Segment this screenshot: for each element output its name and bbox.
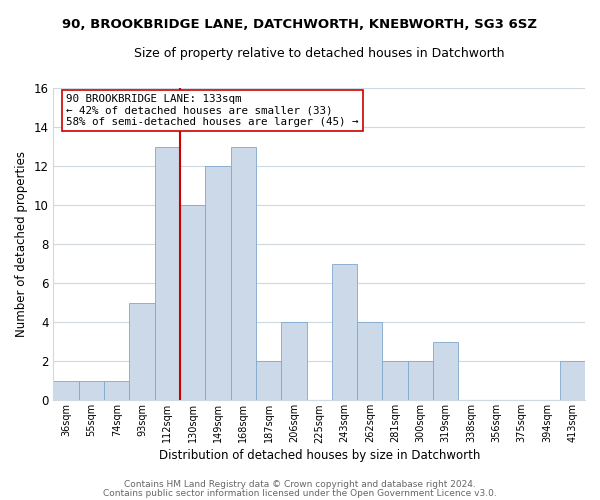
Bar [79,381,104,400]
Title: Size of property relative to detached houses in Datchworth: Size of property relative to detached ho… [134,48,505,60]
Y-axis label: Number of detached properties: Number of detached properties [15,151,28,337]
Bar [104,381,130,400]
Bar [256,361,281,401]
Text: Contains HM Land Registry data © Crown copyright and database right 2024.: Contains HM Land Registry data © Crown c… [124,480,476,489]
Bar [180,205,205,400]
Bar [332,264,357,400]
Bar [382,361,408,401]
Bar [281,322,307,400]
Bar [230,146,256,400]
Text: 90, BROOKBRIDGE LANE, DATCHWORTH, KNEBWORTH, SG3 6SZ: 90, BROOKBRIDGE LANE, DATCHWORTH, KNEBWO… [62,18,538,30]
Bar [357,322,382,400]
Bar [155,146,180,400]
Bar [408,361,433,401]
Text: Contains public sector information licensed under the Open Government Licence v3: Contains public sector information licen… [103,488,497,498]
Text: 90 BROOKBRIDGE LANE: 133sqm
← 42% of detached houses are smaller (33)
58% of sem: 90 BROOKBRIDGE LANE: 133sqm ← 42% of det… [66,94,359,127]
Bar [205,166,230,400]
X-axis label: Distribution of detached houses by size in Datchworth: Distribution of detached houses by size … [158,450,480,462]
Bar [53,381,79,400]
Bar [130,302,155,400]
Bar [433,342,458,400]
Bar [560,361,585,401]
